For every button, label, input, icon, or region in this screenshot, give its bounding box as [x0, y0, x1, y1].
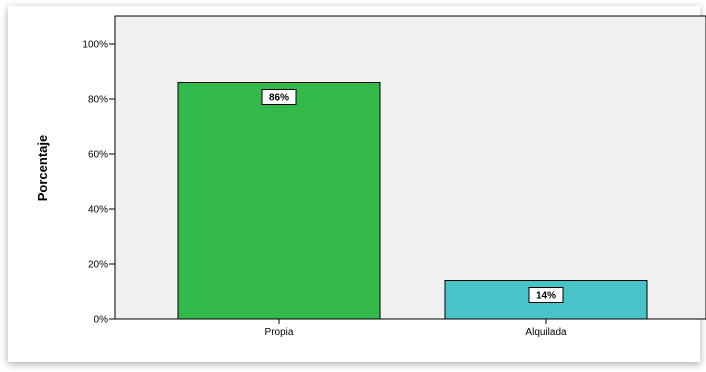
y-tick-label: 0% [94, 315, 109, 326]
x-tick-label: Alquilada [525, 327, 567, 338]
y-axis: 0% 20% 40% 60% 80% 100% [82, 40, 115, 326]
y-tick-label: 80% [88, 95, 108, 106]
x-axis: Propia Alquilada [265, 319, 567, 338]
y-axis-title: Porcentaje [35, 135, 50, 201]
y-tick-label: 100% [82, 40, 108, 51]
bar-propia [177, 82, 381, 320]
bars-group: 86% 14% [177, 82, 648, 320]
data-label-box [261, 89, 297, 105]
y-tick-label: 20% [88, 260, 108, 271]
x-tick-label: Propia [265, 327, 294, 338]
data-label: 86% [269, 93, 289, 104]
data-label: 14% [536, 291, 556, 302]
data-label-box [528, 287, 564, 303]
y-tick-label: 40% [88, 205, 108, 216]
y-tick-label: 60% [88, 150, 108, 161]
